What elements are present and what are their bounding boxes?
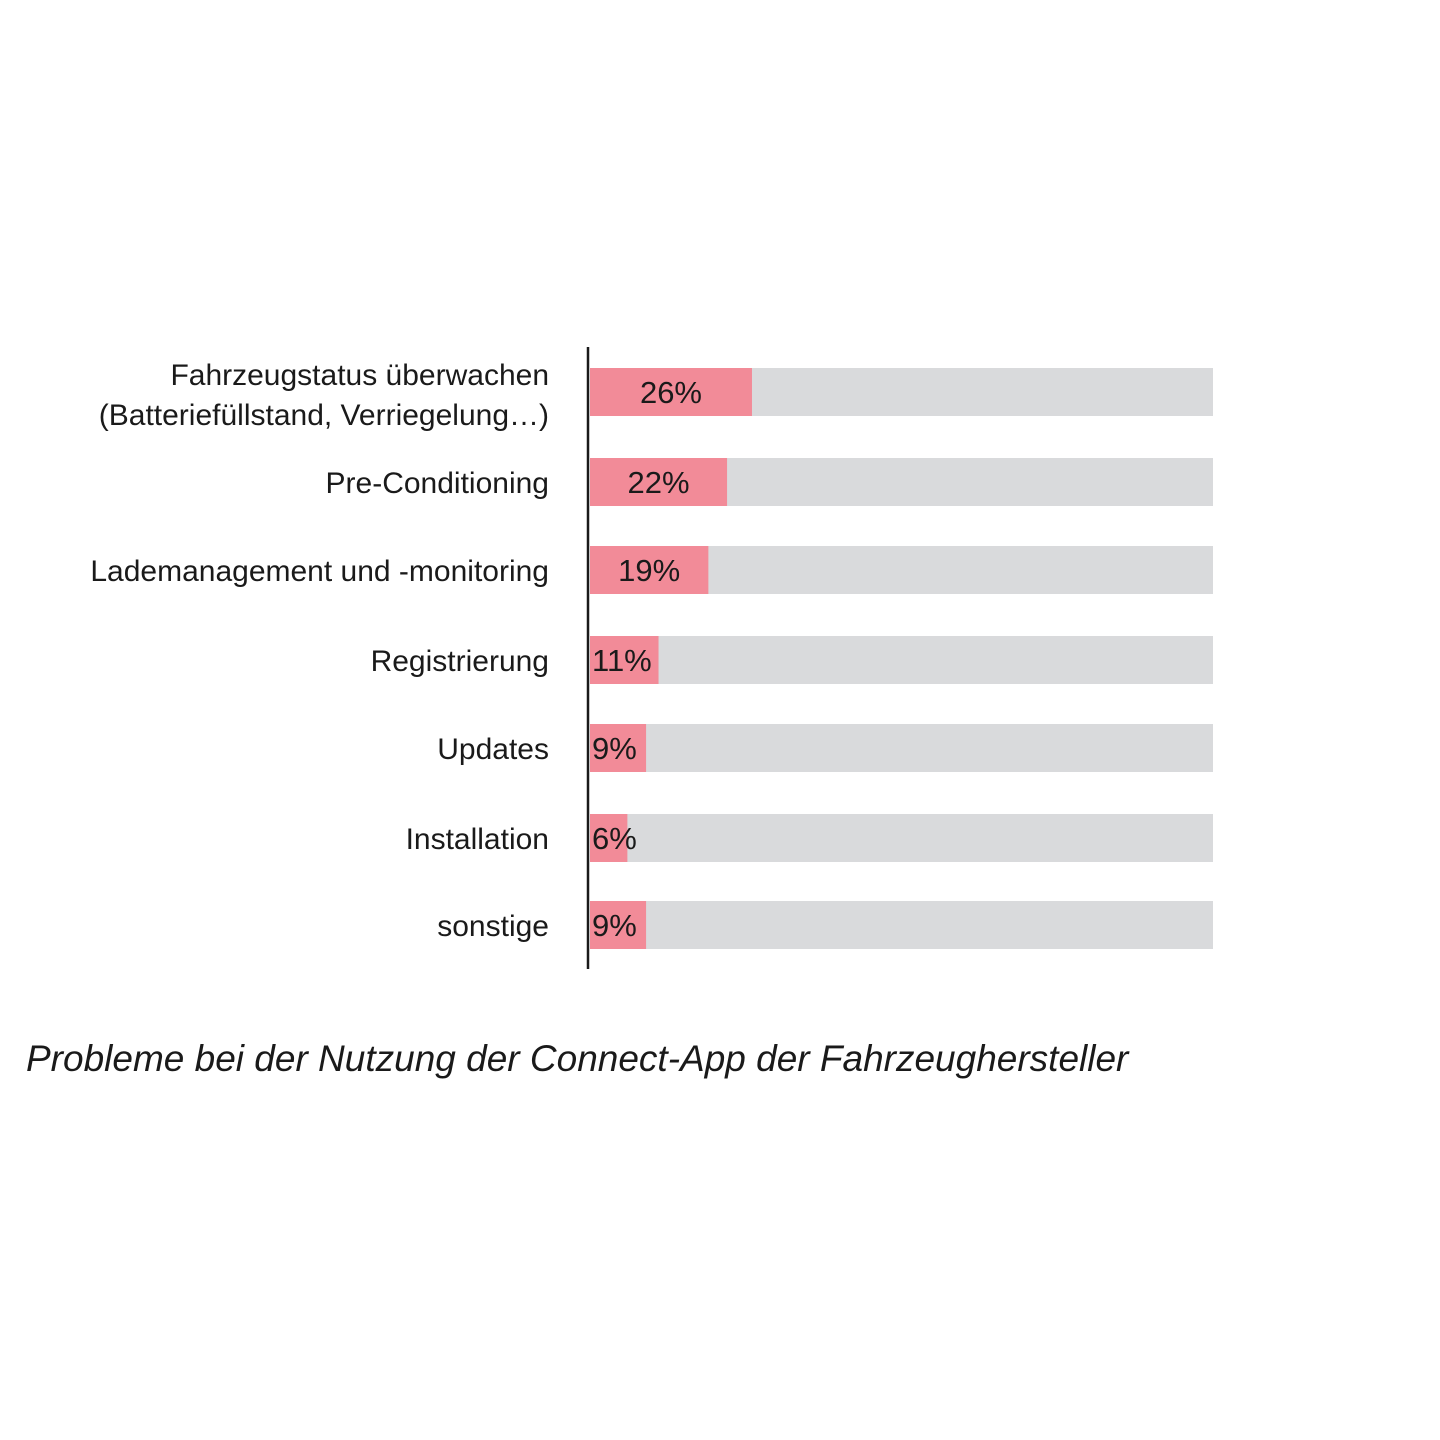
value-labels: 26% 22% 19% 11% 9% 6% 9% [592, 375, 702, 943]
value-label: 6% [592, 821, 637, 856]
bar [590, 368, 752, 416]
category-label: Lademanagement und -monitoring [90, 555, 549, 588]
bar-track [590, 724, 1213, 772]
bar [590, 724, 647, 772]
category-labels: Fahrzeugstatus überwachen (Batteriefüllst… [90, 359, 549, 943]
value-label: 19% [618, 553, 680, 588]
value-label: 22% [628, 465, 690, 500]
category-label: Updates [437, 733, 549, 766]
chart-caption: Probleme bei der Nutzung der Connect-App… [26, 1038, 1129, 1079]
value-label: 9% [592, 908, 637, 943]
value-label: 11% [592, 643, 652, 678]
bar [590, 546, 709, 594]
category-label: Fahrzeugstatus überwachen [170, 359, 549, 392]
value-label: 26% [640, 375, 702, 410]
bar-track [590, 901, 1213, 949]
bars [590, 368, 752, 949]
category-label: Registrierung [371, 645, 549, 678]
bar [590, 636, 659, 684]
bar-track [590, 636, 1213, 684]
category-label: Installation [406, 823, 549, 856]
category-label: Pre-Conditioning [326, 467, 549, 500]
category-label: (Batteriefüllstand, Verriegelung…) [99, 399, 549, 432]
bar [590, 901, 647, 949]
bar-track [590, 814, 1213, 862]
bar [590, 458, 728, 506]
category-label: sonstige [437, 910, 549, 943]
bar [590, 814, 628, 862]
value-label: 9% [592, 731, 637, 766]
bar-tracks [590, 368, 1213, 949]
